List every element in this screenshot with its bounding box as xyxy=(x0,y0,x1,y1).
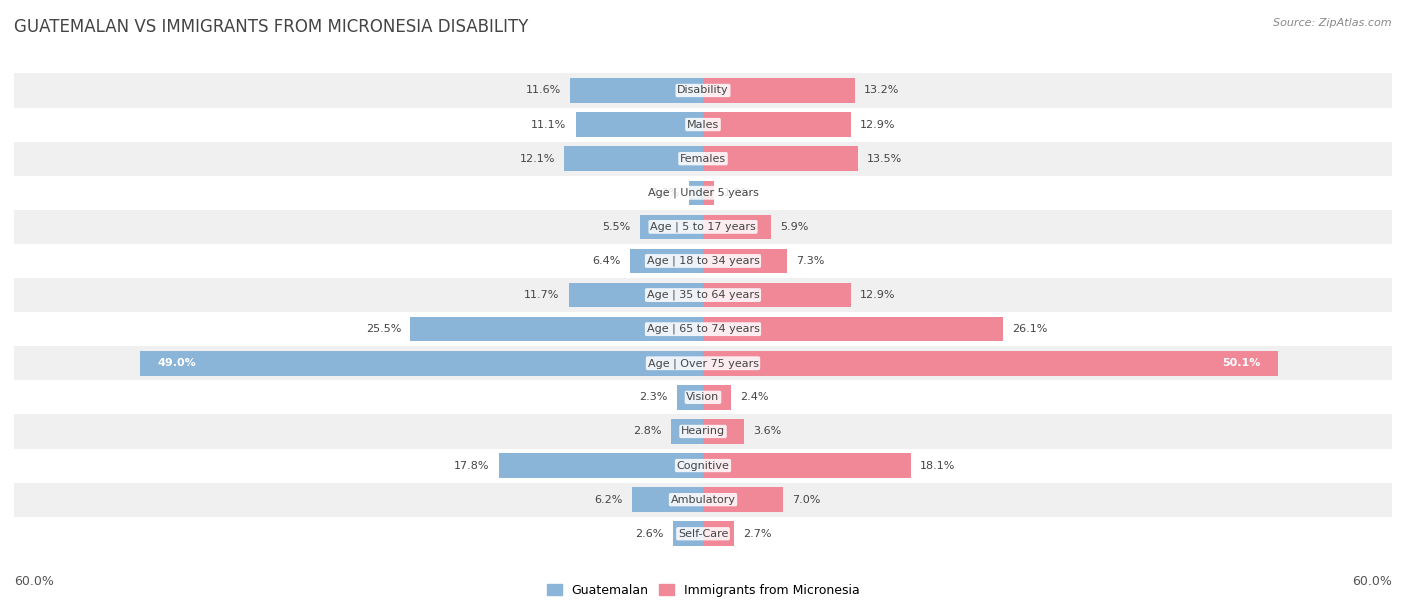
Text: 7.0%: 7.0% xyxy=(793,494,821,505)
Bar xyxy=(640,215,703,239)
Text: 60.0%: 60.0% xyxy=(1353,575,1392,588)
Bar xyxy=(14,312,1392,346)
Bar xyxy=(141,351,703,376)
Text: 7.3%: 7.3% xyxy=(796,256,824,266)
Bar xyxy=(703,215,770,239)
Text: 12.1%: 12.1% xyxy=(519,154,555,163)
Bar xyxy=(703,248,787,273)
Text: Age | 18 to 34 years: Age | 18 to 34 years xyxy=(647,256,759,266)
Bar xyxy=(569,78,703,103)
Text: Vision: Vision xyxy=(686,392,720,402)
Bar xyxy=(703,283,851,307)
Text: Age | 65 to 74 years: Age | 65 to 74 years xyxy=(647,324,759,334)
Bar xyxy=(14,449,1392,483)
Text: Age | Under 5 years: Age | Under 5 years xyxy=(648,187,758,198)
Text: 2.4%: 2.4% xyxy=(740,392,768,402)
Text: 1.0%: 1.0% xyxy=(724,188,752,198)
Text: 2.6%: 2.6% xyxy=(636,529,664,539)
Bar xyxy=(673,521,703,546)
Bar xyxy=(575,113,703,137)
Bar xyxy=(568,283,703,307)
Bar xyxy=(703,78,855,103)
Text: 3.6%: 3.6% xyxy=(754,427,782,436)
Text: 6.2%: 6.2% xyxy=(595,494,623,505)
Text: 26.1%: 26.1% xyxy=(1012,324,1047,334)
Text: 11.1%: 11.1% xyxy=(531,119,567,130)
Bar xyxy=(14,141,1392,176)
Bar xyxy=(631,487,703,512)
Bar xyxy=(14,244,1392,278)
Bar xyxy=(14,176,1392,210)
Text: Age | Over 75 years: Age | Over 75 years xyxy=(648,358,758,368)
Bar xyxy=(411,317,703,341)
Text: 17.8%: 17.8% xyxy=(454,461,489,471)
Text: 2.3%: 2.3% xyxy=(640,392,668,402)
Text: Cognitive: Cognitive xyxy=(676,461,730,471)
Bar xyxy=(703,317,1002,341)
Bar xyxy=(14,517,1392,551)
Bar xyxy=(703,181,714,205)
Text: Hearing: Hearing xyxy=(681,427,725,436)
Text: Source: ZipAtlas.com: Source: ZipAtlas.com xyxy=(1274,18,1392,28)
Text: 13.2%: 13.2% xyxy=(863,86,898,95)
Bar xyxy=(676,385,703,409)
Bar xyxy=(703,385,731,409)
Text: 13.5%: 13.5% xyxy=(868,154,903,163)
Text: Males: Males xyxy=(688,119,718,130)
Bar xyxy=(14,108,1392,141)
Bar xyxy=(14,346,1392,380)
Text: 12.9%: 12.9% xyxy=(860,119,896,130)
Text: Age | 5 to 17 years: Age | 5 to 17 years xyxy=(650,222,756,232)
Text: 2.8%: 2.8% xyxy=(633,427,662,436)
Text: 60.0%: 60.0% xyxy=(14,575,53,588)
Text: 1.2%: 1.2% xyxy=(651,188,681,198)
Bar xyxy=(703,453,911,478)
Text: 49.0%: 49.0% xyxy=(157,358,197,368)
Bar xyxy=(14,414,1392,449)
Bar xyxy=(564,146,703,171)
Text: 2.7%: 2.7% xyxy=(744,529,772,539)
Text: 11.6%: 11.6% xyxy=(526,86,561,95)
Text: Age | 35 to 64 years: Age | 35 to 64 years xyxy=(647,290,759,300)
Text: Disability: Disability xyxy=(678,86,728,95)
Bar xyxy=(703,146,858,171)
Bar xyxy=(14,210,1392,244)
Text: 12.9%: 12.9% xyxy=(860,290,896,300)
Bar xyxy=(14,380,1392,414)
Text: 5.5%: 5.5% xyxy=(602,222,631,232)
Bar xyxy=(703,487,783,512)
Text: 18.1%: 18.1% xyxy=(920,461,956,471)
Bar xyxy=(499,453,703,478)
Bar xyxy=(671,419,703,444)
Text: 25.5%: 25.5% xyxy=(366,324,401,334)
Text: Females: Females xyxy=(681,154,725,163)
Bar xyxy=(689,181,703,205)
Bar xyxy=(14,483,1392,517)
Text: 50.1%: 50.1% xyxy=(1223,358,1261,368)
Bar xyxy=(703,521,734,546)
Text: Ambulatory: Ambulatory xyxy=(671,494,735,505)
Text: 11.7%: 11.7% xyxy=(524,290,560,300)
Legend: Guatemalan, Immigrants from Micronesia: Guatemalan, Immigrants from Micronesia xyxy=(541,579,865,602)
Bar xyxy=(703,351,1278,376)
Text: GUATEMALAN VS IMMIGRANTS FROM MICRONESIA DISABILITY: GUATEMALAN VS IMMIGRANTS FROM MICRONESIA… xyxy=(14,18,529,36)
Bar xyxy=(703,419,744,444)
Bar xyxy=(14,73,1392,108)
Text: 6.4%: 6.4% xyxy=(592,256,620,266)
Bar xyxy=(630,248,703,273)
Bar xyxy=(14,278,1392,312)
Text: 5.9%: 5.9% xyxy=(780,222,808,232)
Text: Self-Care: Self-Care xyxy=(678,529,728,539)
Bar xyxy=(703,113,851,137)
